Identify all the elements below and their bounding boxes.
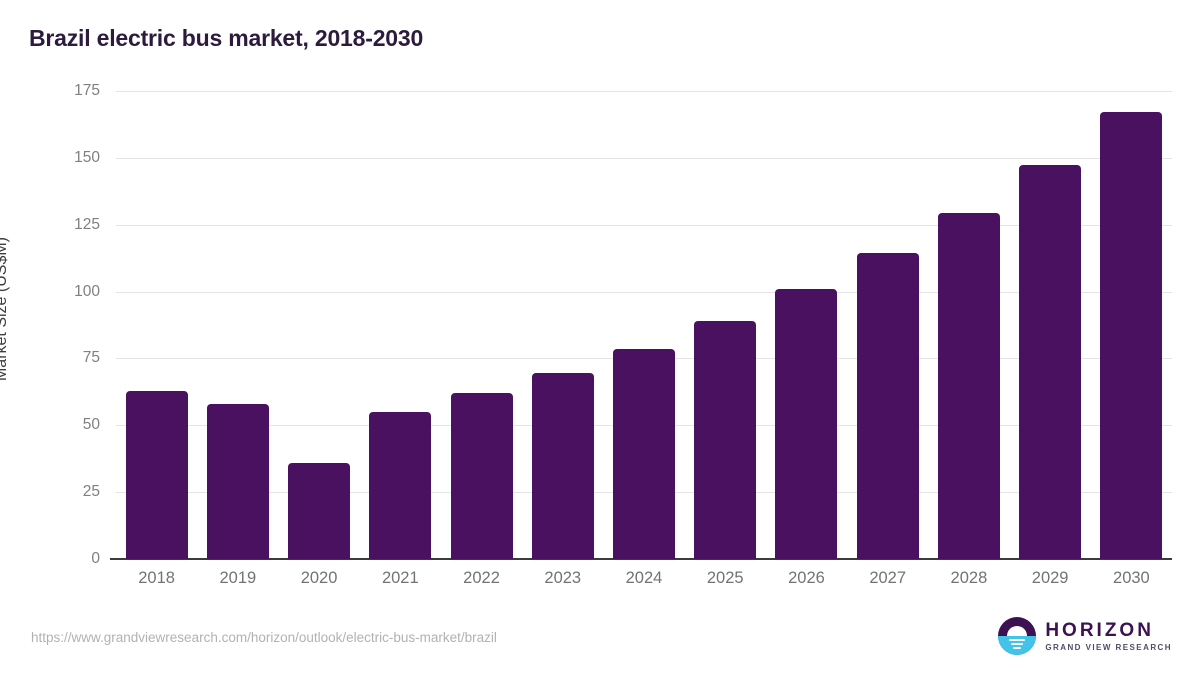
bar[interactable] — [775, 288, 838, 559]
bar[interactable] — [612, 349, 675, 559]
bar-group: 2026 — [766, 0, 847, 586]
y-axis-tick-label: 50 — [82, 416, 100, 434]
bar-group: 2027 — [847, 0, 928, 586]
x-axis-tick-label: 2025 — [706, 569, 744, 587]
source-url[interactable]: https://www.grandviewresearch.com/horizo… — [31, 630, 497, 645]
x-axis-tick-label: 2023 — [544, 569, 582, 587]
bar-group: 2019 — [197, 0, 278, 586]
x-axis-tick-label: 2020 — [300, 569, 338, 587]
bar[interactable] — [288, 462, 351, 559]
bar-group: 2022 — [441, 0, 522, 586]
bar[interactable] — [450, 393, 513, 559]
x-axis-tick-label: 2024 — [625, 569, 663, 587]
bar[interactable] — [937, 212, 1000, 559]
logo-tagline: GRAND VIEW RESEARCH — [1045, 642, 1172, 652]
bar[interactable] — [694, 321, 757, 559]
bar[interactable] — [1019, 164, 1082, 559]
x-axis-tick-label: 2018 — [138, 569, 175, 587]
bar-group: 2025 — [685, 0, 766, 586]
bar-group: 2028 — [928, 0, 1009, 586]
bar[interactable] — [1100, 112, 1163, 559]
y-axis-tick-label: 25 — [82, 483, 100, 501]
bar-group: 2021 — [360, 0, 441, 586]
y-axis-tick-label: 175 — [74, 82, 100, 99]
bar[interactable] — [856, 252, 919, 559]
bar-group: 2030 — [1091, 0, 1172, 586]
x-axis-tick-label: 2022 — [463, 569, 500, 587]
x-axis-tick-label: 2026 — [788, 569, 825, 587]
bar[interactable] — [206, 403, 269, 559]
x-axis-tick-label: 2029 — [1031, 569, 1069, 587]
page-title: Brazil electric bus market, 2018-2030 — [29, 25, 424, 51]
bar[interactable] — [125, 390, 188, 559]
bar-group: 2029 — [1010, 0, 1091, 586]
gridline — [116, 291, 1172, 293]
x-axis-tick-label: 2028 — [950, 569, 988, 587]
y-axis-title: Market Size (US$M) — [0, 236, 10, 382]
y-axis-tick-label: 100 — [74, 282, 100, 300]
bar[interactable] — [531, 373, 594, 559]
bar-series: 2018 2019 2020 2021 2022 2023 2024 2025 2026 2027… — [116, 0, 1172, 586]
x-axis-tick-label: 2021 — [381, 569, 419, 587]
gridline — [116, 157, 1172, 159]
x-axis-tick-label: 2030 — [1113, 569, 1150, 587]
gridline — [116, 91, 1172, 92]
x-axis-line — [110, 558, 1172, 560]
horizon-logo: HORIZON GRAND VIEW RESEARCH — [998, 617, 1172, 655]
gridline — [116, 224, 1172, 226]
y-axis-tick-label: 125 — [74, 215, 100, 233]
bar-group: 2023 — [522, 0, 603, 586]
bar-group: 2024 — [603, 0, 684, 586]
x-axis-tick-label: 2019 — [219, 569, 257, 587]
horizon-sunrise-icon — [998, 617, 1037, 655]
x-axis-tick-label: 2027 — [869, 569, 907, 587]
y-axis-tick-label: 75 — [82, 349, 100, 367]
bar-group: 2018 — [116, 0, 197, 586]
y-axis-tick-label: 0 — [91, 550, 100, 567]
bar-group: 2020 — [278, 0, 359, 586]
y-axis-tick-label: 150 — [74, 148, 100, 166]
bar[interactable] — [369, 411, 432, 559]
logo-name: HORIZON — [1045, 619, 1154, 641]
